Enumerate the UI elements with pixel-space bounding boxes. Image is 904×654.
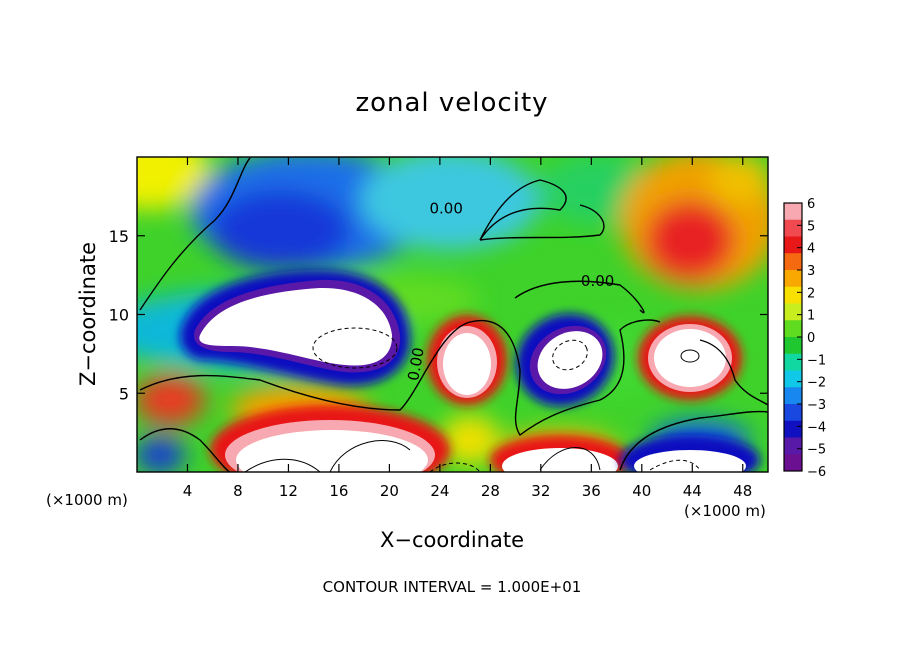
- x-tick-label: 20: [380, 482, 399, 500]
- colorbar-tick-label: −2: [807, 376, 826, 391]
- colorbar-swatch: [784, 337, 802, 355]
- contour-interval-note: CONTOUR INTERVAL = 1.000E+01: [322, 578, 582, 596]
- y-axis: 5 10 15: [109, 227, 768, 403]
- colorbar: 6 5 4 3 2 1 0 −1 −2 −3 −4 −5 −6: [783, 197, 826, 480]
- y-axis-label: Z−coordinate: [76, 242, 100, 386]
- colorbar-tick-label: −6: [807, 465, 826, 480]
- x-axis-label: X−coordinate: [380, 528, 524, 552]
- colorbar-tick-label: 0: [807, 331, 815, 346]
- colorbar-tick-label: −5: [807, 443, 826, 458]
- x-tick-label: 28: [481, 482, 500, 500]
- chart-title: zonal velocity: [355, 88, 549, 118]
- colorbar-tick-label: 1: [807, 309, 815, 324]
- colorbar-swatch: [784, 203, 802, 221]
- colorbar-swatch: [784, 286, 802, 304]
- colorbar-tick-label: 2: [807, 286, 815, 301]
- x-tick-label: 44: [683, 482, 702, 500]
- colorbar-swatch: [784, 320, 802, 338]
- colorbar-swatch: [784, 219, 802, 237]
- x-tick-label: 36: [582, 482, 601, 500]
- x-tick-label: 8: [233, 482, 243, 500]
- heatmap-field: [137, 157, 768, 472]
- colorbar-swatch: [784, 253, 802, 271]
- x-axis: 4 8 12 16 20 24 28 32 36 40 44 48: [183, 157, 752, 500]
- x-tick-label: 12: [279, 482, 298, 500]
- y-tick-label: 5: [119, 384, 129, 403]
- contour-label: 0.00: [429, 200, 462, 218]
- colorbar-swatch: [784, 370, 802, 388]
- colorbar-tick-label: −3: [807, 398, 826, 413]
- colorbar-swatch: [784, 270, 802, 288]
- colorbar-tick-label: −4: [807, 420, 826, 435]
- contour-labels: 0.00 0.00 0.00: [404, 200, 614, 382]
- colorbar-swatch: [784, 236, 802, 254]
- colorbar-swatch: [784, 420, 802, 438]
- x-unit-right: (×1000 m): [684, 502, 766, 520]
- x-tick-label: 4: [183, 482, 193, 500]
- y-tick-label: 15: [109, 227, 129, 246]
- x-tick-label: 32: [531, 482, 550, 500]
- colorbar-tick-label: −1: [807, 353, 826, 368]
- x-tick-label: 16: [329, 482, 348, 500]
- colorbar-swatch: [784, 404, 802, 422]
- colorbar-tick-label: 4: [807, 242, 815, 257]
- colorbar-swatch: [784, 437, 802, 455]
- y-tick-label: 10: [109, 306, 129, 325]
- colorbar-swatch: [784, 303, 802, 321]
- contour-label: 0.00: [404, 346, 428, 382]
- contour-label: 0.00: [581, 272, 614, 290]
- colorbar-tick-label: 5: [807, 219, 815, 234]
- x-tick-label: 48: [733, 482, 752, 500]
- x-tick-label: 24: [430, 482, 449, 500]
- colorbar-tick-label: 6: [807, 197, 815, 212]
- colorbar-swatch: [784, 387, 802, 405]
- x-unit-left: (×1000 m): [46, 491, 128, 509]
- x-tick-label: 40: [632, 482, 651, 500]
- colorbar-swatch: [784, 454, 802, 472]
- colorbar-swatch: [784, 353, 802, 371]
- colorbar-tick-label: 3: [807, 264, 815, 279]
